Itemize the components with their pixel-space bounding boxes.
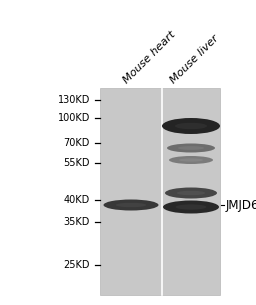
Bar	[100, 88, 220, 295]
Text: 70KD: 70KD	[64, 138, 90, 148]
Ellipse shape	[176, 204, 206, 210]
Text: 35KD: 35KD	[64, 217, 90, 227]
Ellipse shape	[179, 158, 203, 162]
Text: 130KD: 130KD	[58, 95, 90, 105]
Ellipse shape	[169, 156, 213, 164]
Text: 100KD: 100KD	[58, 113, 90, 123]
Ellipse shape	[165, 188, 217, 199]
Text: Mouse liver: Mouse liver	[168, 33, 220, 85]
Text: 40KD: 40KD	[64, 195, 90, 205]
Text: 25KD: 25KD	[63, 260, 90, 270]
Text: 55KD: 55KD	[63, 158, 90, 168]
Text: JMJD6: JMJD6	[226, 199, 256, 211]
Text: Mouse heart: Mouse heart	[121, 29, 177, 85]
Ellipse shape	[167, 143, 215, 152]
Ellipse shape	[175, 123, 207, 129]
Ellipse shape	[103, 199, 158, 210]
Ellipse shape	[116, 203, 146, 207]
Ellipse shape	[177, 191, 205, 195]
Ellipse shape	[162, 118, 220, 134]
Ellipse shape	[178, 146, 204, 150]
Ellipse shape	[163, 200, 219, 214]
